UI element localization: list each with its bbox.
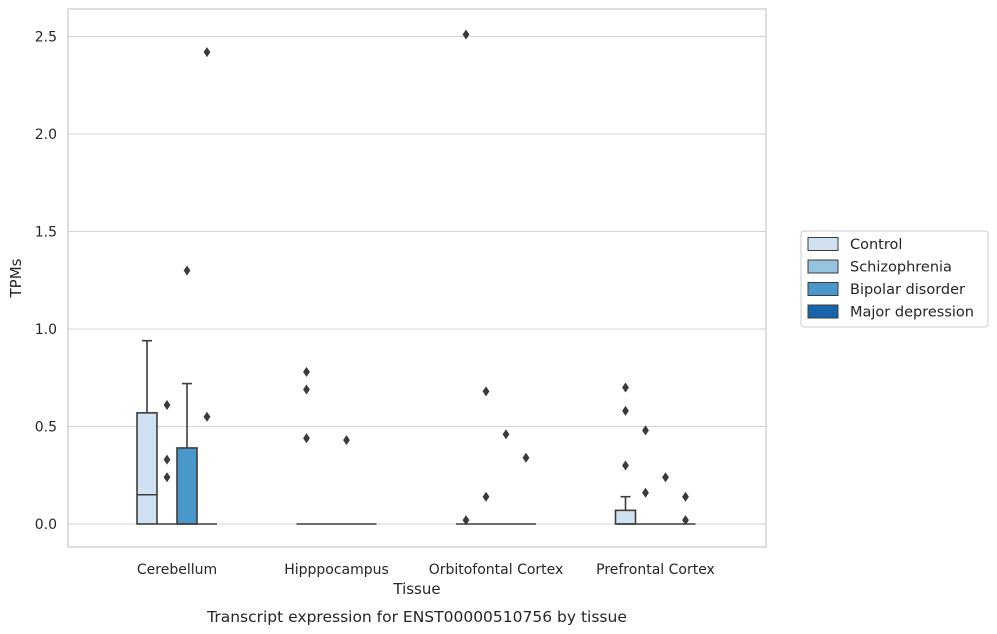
outlier-point [303, 384, 310, 395]
box-body [136, 412, 158, 525]
outlier-point [622, 382, 629, 393]
outlier-point [163, 472, 171, 483]
outlier-point [622, 405, 629, 416]
outlier-point [303, 433, 310, 444]
y-tick-label: 1.0 [35, 322, 57, 338]
plot-area [68, 9, 766, 547]
x-tick-labels: Cerebellum Hipppocampus Orbitofontal Corte… [137, 562, 715, 578]
y-tick-label: 0.5 [35, 420, 57, 436]
y-tick-label: 2.0 [35, 127, 57, 143]
legend-label: Major depression [850, 305, 974, 321]
outlier-point [522, 452, 530, 463]
legend-frame [800, 230, 989, 328]
outlier-point [682, 515, 689, 526]
legend-swatch [807, 237, 839, 251]
x-tick-label: Prefrontal Cortex [596, 562, 715, 578]
box-body [176, 447, 198, 525]
outlier-point [343, 435, 350, 446]
outlier-point [642, 487, 649, 498]
outlier-point [502, 429, 510, 440]
outlier-point [662, 472, 669, 483]
outlier-point [482, 491, 490, 502]
boxes [136, 339, 696, 525]
box-control [614, 495, 637, 525]
outlier-point [203, 411, 211, 422]
x-axis-title: Tissue [392, 580, 440, 598]
y-tick-label: 0.0 [35, 517, 57, 533]
x-tick-label: Cerebellum [137, 562, 217, 578]
y-tick-label: 2.5 [35, 30, 57, 46]
outlier-point [642, 425, 649, 436]
outlier-point [163, 454, 171, 465]
y-tick-label: 1.5 [35, 225, 57, 241]
y-tick-labels: 0.0 0.5 1.0 1.5 2.0 2.5 [35, 30, 57, 534]
outlier-point [462, 29, 470, 40]
legend-label: Bipolar disorder [850, 282, 965, 298]
legend-swatch [807, 304, 839, 319]
outlier-point [682, 491, 689, 502]
chart-caption: Transcript expression for ENST0000051075… [206, 608, 627, 626]
outlier-point [462, 515, 470, 526]
x-tick-label: Hipppocampus [284, 562, 389, 578]
legend-label: Control [850, 237, 902, 253]
legend-swatch [807, 282, 839, 296]
outlier-point [163, 400, 171, 411]
x-tick-label: Orbitofontal Cortex [429, 562, 564, 578]
legend: Control Schizophrenia Bipolar disorder Majo… [800, 230, 989, 328]
y-axis-title: TPMs [7, 258, 25, 298]
outliers [163, 29, 689, 526]
outlier-point [203, 47, 211, 58]
box-control [136, 339, 158, 525]
plot-frame [67, 8, 767, 548]
outlier-point [183, 265, 191, 276]
legend-swatch [807, 259, 839, 274]
box-body [614, 509, 637, 525]
outlier-point [303, 366, 310, 377]
outlier-point [482, 386, 490, 397]
legend-label: Schizophrenia [850, 260, 952, 276]
outlier-point [622, 460, 629, 471]
box-bipolar-disorder [176, 382, 198, 525]
